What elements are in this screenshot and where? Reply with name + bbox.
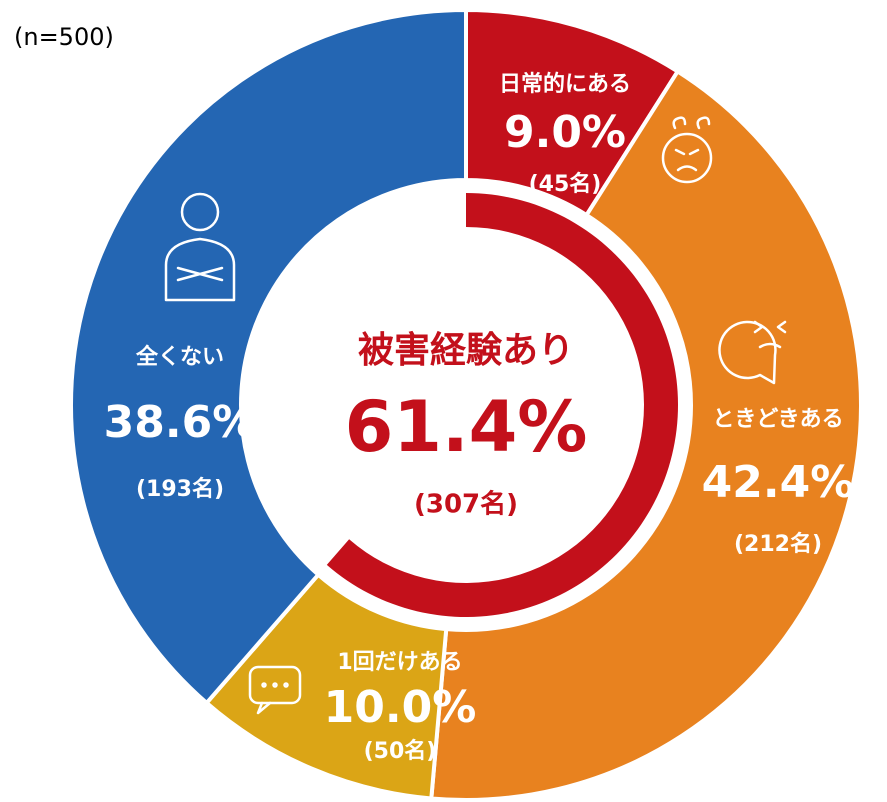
segment-label: ときどきある [712,407,843,432]
labels: 日常的にある 9.0% (45名) ときどきある 42.4% (212名) 1回だけある 10… [104,71,855,764]
segment-count: (193名) [136,476,224,502]
segment-value: 38.6% [104,397,257,448]
segments [69,7,863,802]
center-value: 61.4% [345,386,588,468]
sample-note: (n=500) [14,23,114,51]
segment-value: 10.0% [324,682,477,733]
segment-label: 1回だけある [337,650,462,675]
segment-count: (212名) [734,531,822,557]
icon-person [164,192,236,302]
segment-value: 42.4% [702,457,855,508]
icon-annoyed [718,320,787,385]
segment-count: (50名) [364,738,437,764]
icon-angry [661,116,713,184]
center-count: (307名) [414,489,518,520]
donut-segment [429,68,863,802]
donut-segment [69,7,468,706]
segment-value: 9.0% [504,107,626,158]
segment-label: 日常的にある [499,71,631,97]
icon-chat [248,665,302,715]
segment-label: 全くない [135,344,224,370]
center-ring [326,193,678,618]
center-label: 被害経験あり [358,330,574,371]
segment-count: (45名) [529,171,602,197]
